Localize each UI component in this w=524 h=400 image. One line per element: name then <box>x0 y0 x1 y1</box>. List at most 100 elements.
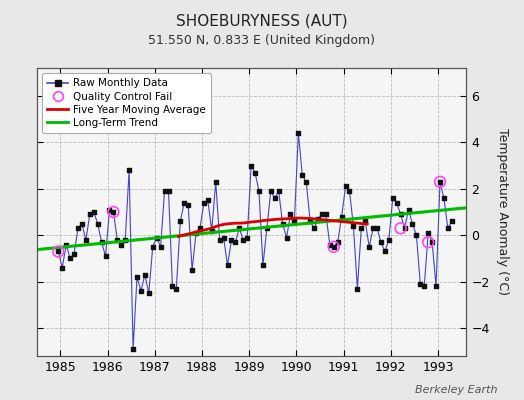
Point <box>117 241 125 248</box>
Point <box>361 218 369 224</box>
Point <box>341 183 350 190</box>
Point <box>259 262 267 269</box>
Point <box>381 248 389 255</box>
Point <box>152 234 161 241</box>
Point <box>247 162 255 169</box>
Point <box>121 237 129 243</box>
Point <box>436 179 444 185</box>
Point <box>330 244 338 250</box>
Point <box>424 239 432 245</box>
Point <box>436 179 444 185</box>
Point <box>129 346 137 352</box>
Point <box>416 281 424 287</box>
Point <box>200 200 208 206</box>
Point <box>322 211 330 218</box>
Point <box>113 237 122 243</box>
Point <box>420 283 429 290</box>
Point <box>54 248 62 255</box>
Point <box>373 225 381 232</box>
Point <box>385 237 393 243</box>
Point <box>275 188 283 194</box>
Point <box>314 216 322 222</box>
Point <box>397 225 405 232</box>
Point <box>105 206 114 213</box>
Point <box>424 230 432 236</box>
Point <box>196 225 204 232</box>
Point <box>137 288 145 294</box>
Point <box>290 218 299 224</box>
Point <box>349 223 357 229</box>
Point <box>148 244 157 250</box>
Point <box>176 218 184 224</box>
Point <box>70 251 78 257</box>
Point <box>357 225 366 232</box>
Point <box>231 239 239 245</box>
Point <box>172 286 181 292</box>
Point <box>243 234 252 241</box>
Point <box>160 188 169 194</box>
Point <box>306 218 314 224</box>
Point <box>389 195 397 201</box>
Point <box>184 202 192 208</box>
Point <box>278 220 287 227</box>
Point <box>282 234 291 241</box>
Point <box>227 237 236 243</box>
Point <box>54 248 62 255</box>
Point <box>302 179 310 185</box>
Point <box>157 244 165 250</box>
Point <box>192 230 200 236</box>
Point <box>408 220 417 227</box>
Point <box>251 169 259 176</box>
Text: Berkeley Earth: Berkeley Earth <box>416 385 498 395</box>
Point <box>447 218 456 224</box>
Legend: Raw Monthly Data, Quality Control Fail, Five Year Moving Average, Long-Term Tren: Raw Monthly Data, Quality Control Fail, … <box>42 73 211 133</box>
Point <box>66 255 74 262</box>
Point <box>208 227 216 234</box>
Point <box>239 237 247 243</box>
Point <box>204 197 212 204</box>
Point <box>412 232 421 238</box>
Point <box>90 209 98 215</box>
Point <box>215 237 224 243</box>
Text: SHOEBURYNESS (AUT): SHOEBURYNESS (AUT) <box>176 14 348 29</box>
Point <box>85 211 94 218</box>
Point <box>298 172 307 178</box>
Point <box>392 200 401 206</box>
Point <box>145 290 153 296</box>
Point <box>82 237 90 243</box>
Point <box>428 239 436 245</box>
Point <box>180 200 189 206</box>
Point <box>220 234 228 241</box>
Point <box>286 211 294 218</box>
Point <box>235 225 244 232</box>
Point <box>444 225 452 232</box>
Point <box>109 209 117 215</box>
Point <box>255 188 263 194</box>
Point <box>432 283 440 290</box>
Point <box>223 262 232 269</box>
Point <box>345 188 354 194</box>
Point <box>440 195 448 201</box>
Point <box>267 188 275 194</box>
Point <box>62 241 70 248</box>
Point <box>325 241 334 248</box>
Point <box>310 225 318 232</box>
Point <box>168 283 177 290</box>
Point <box>263 225 271 232</box>
Point <box>397 211 405 218</box>
Point <box>101 253 110 259</box>
Point <box>377 239 385 245</box>
Point <box>330 244 338 250</box>
Point <box>165 188 173 194</box>
Point <box>133 274 141 280</box>
Point <box>58 264 67 271</box>
Point <box>74 225 82 232</box>
Text: 51.550 N, 0.833 E (United Kingdom): 51.550 N, 0.833 E (United Kingdom) <box>148 34 376 47</box>
Point <box>405 206 413 213</box>
Point <box>365 244 374 250</box>
Point <box>400 225 409 232</box>
Point <box>294 130 302 136</box>
Point <box>369 225 377 232</box>
Point <box>333 239 342 245</box>
Point <box>141 272 149 278</box>
